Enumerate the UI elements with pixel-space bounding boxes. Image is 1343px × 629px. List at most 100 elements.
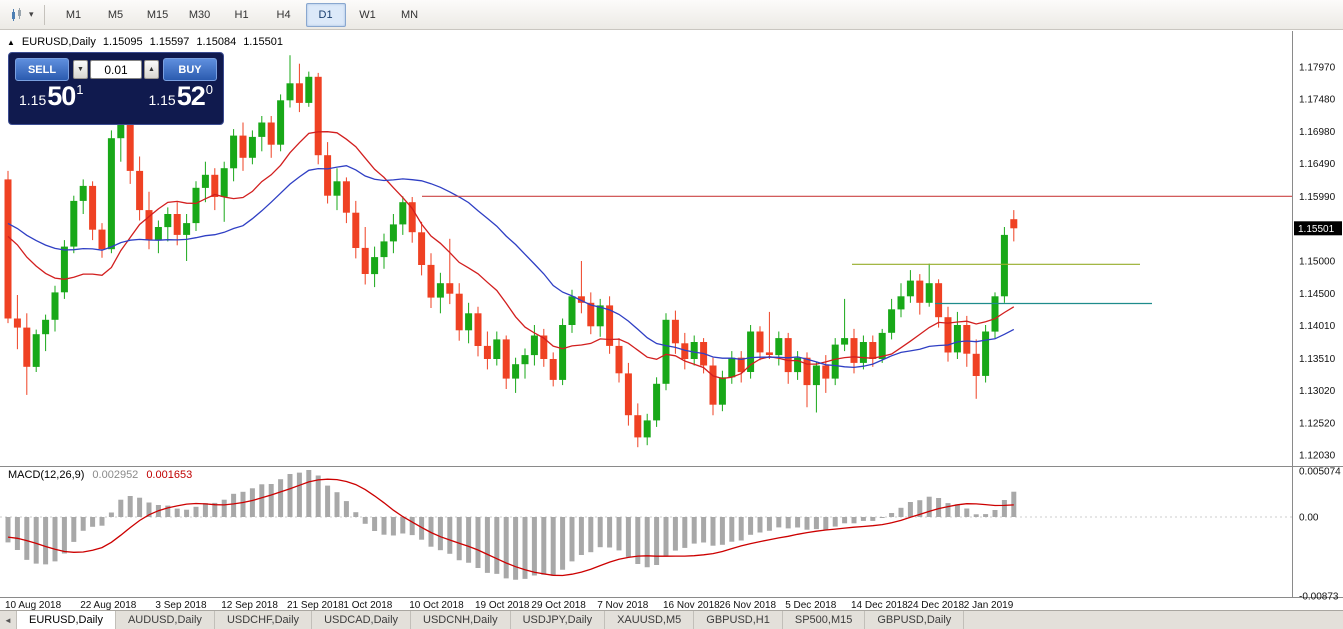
sell-button[interactable]: SELL bbox=[15, 58, 69, 81]
candle-body bbox=[512, 364, 520, 379]
candle-body bbox=[831, 344, 839, 379]
candle-body bbox=[352, 212, 360, 248]
candle-body bbox=[784, 338, 792, 373]
candle-body bbox=[361, 247, 369, 274]
timeframe-button-H1[interactable]: H1 bbox=[234, 8, 249, 21]
candle-body bbox=[408, 202, 416, 233]
candle-body bbox=[812, 365, 820, 386]
timeframe-button-D1[interactable]: D1 bbox=[305, 2, 346, 27]
tab-scroll-left-button[interactable]: ◄ bbox=[0, 611, 17, 629]
date-axis-label: 29 Oct 2018 bbox=[531, 600, 586, 611]
chart-tab-SP500-M15[interactable]: SP500,M15 bbox=[783, 611, 866, 629]
chart-tab-GBPUSD-H1[interactable]: GBPUSD,H1 bbox=[694, 611, 783, 629]
date-axis-label: 5 Dec 2018 bbox=[785, 600, 837, 611]
date-axis-label: 10 Aug 2018 bbox=[5, 600, 62, 611]
candle-body bbox=[295, 83, 303, 103]
candle-body bbox=[483, 345, 491, 359]
timeframe-toolbar: ▾ M1 M5 M15 M30 H1 H4 D1 W1 MN bbox=[0, 0, 1343, 30]
chart-tab-USDCAD-Daily[interactable]: USDCAD,Daily bbox=[312, 611, 412, 629]
collapse-icon[interactable]: ▲ bbox=[7, 37, 15, 47]
candle-body bbox=[192, 187, 200, 224]
candle-body bbox=[972, 353, 980, 376]
timeframe-button-W1[interactable]: W1 bbox=[359, 8, 376, 21]
candle-body bbox=[596, 305, 604, 327]
timeframe-button-H4[interactable]: H4 bbox=[276, 8, 291, 21]
macd-signal-line bbox=[7, 478, 1014, 577]
timeframe-buttons: M1 M5 M15 M30 H1 H4 D1 W1 MN bbox=[53, 2, 431, 27]
candle-body bbox=[164, 214, 172, 228]
candle-body bbox=[502, 339, 510, 379]
candle-body bbox=[850, 338, 858, 363]
price-axis-label: 1.14500 bbox=[1299, 289, 1336, 300]
candle-body bbox=[671, 319, 679, 344]
volume-decrease-button[interactable]: ▼ bbox=[73, 60, 88, 79]
macd-indicator-label: MACD(12,26,9) 0.002952 0.001653 bbox=[8, 469, 192, 481]
moving-average-26-line bbox=[7, 165, 1015, 369]
chart-type-icon[interactable] bbox=[10, 7, 26, 23]
candle-body bbox=[643, 420, 651, 438]
ask-price-prefix: 1.15 bbox=[148, 92, 176, 108]
bid-price-pip-digit: 1 bbox=[76, 82, 84, 97]
candle-body bbox=[201, 174, 209, 188]
symbol-period-label: EURUSD,Daily bbox=[21, 36, 96, 48]
chart-tab-XAUUSD-M5[interactable]: XAUUSD,M5 bbox=[605, 611, 695, 629]
date-axis-label: 1 Oct 2018 bbox=[343, 600, 392, 611]
candle-body bbox=[239, 135, 247, 158]
date-axis-label: 2 Jan 2019 bbox=[964, 600, 1014, 611]
candle-body bbox=[89, 185, 97, 230]
candle-body bbox=[944, 317, 952, 353]
candle-body bbox=[117, 116, 125, 139]
chart-tab-AUDUSD-Daily[interactable]: AUDUSD,Daily bbox=[116, 611, 215, 629]
chart-tab-USDCHF-Daily[interactable]: USDCHF,Daily bbox=[215, 611, 313, 629]
candle-body bbox=[662, 319, 670, 384]
candle-body bbox=[982, 331, 990, 376]
macd-axis-label: 0.00 bbox=[1299, 513, 1319, 524]
timeframe-button-M30[interactable]: M30 bbox=[188, 8, 211, 21]
date-axis-label: 26 Nov 2018 bbox=[719, 600, 776, 611]
volume-increase-button[interactable]: ▲ bbox=[144, 60, 159, 79]
buy-button[interactable]: BUY bbox=[163, 58, 217, 81]
candle-body bbox=[935, 283, 943, 318]
candle-body bbox=[756, 331, 764, 353]
timeframe-button-M1[interactable]: M1 bbox=[65, 8, 82, 21]
chart-tab-USDCNH-Daily[interactable]: USDCNH,Daily bbox=[411, 611, 511, 629]
bid-price-prefix: 1.15 bbox=[19, 92, 47, 108]
dropdown-caret-icon[interactable]: ▾ bbox=[29, 9, 34, 19]
chart-tab-EURUSD-Daily[interactable]: EURUSD,Daily bbox=[17, 611, 116, 629]
candle-body bbox=[1000, 234, 1008, 297]
price-axis-label: 1.15000 bbox=[1299, 257, 1336, 268]
candle-body bbox=[869, 342, 877, 359]
candle-body bbox=[906, 280, 914, 297]
candle-body bbox=[70, 200, 78, 247]
chart-tools-group: ▾ bbox=[6, 5, 38, 25]
volume-input[interactable]: 0.01 bbox=[90, 60, 142, 79]
candle-body bbox=[342, 181, 350, 213]
timeframe-button-M5[interactable]: M5 bbox=[107, 8, 124, 21]
ask-price: 1.15 52 0 bbox=[148, 83, 213, 110]
timeframe-button-MN[interactable]: MN bbox=[400, 8, 419, 21]
macd-signal-value: 0.001653 bbox=[146, 469, 193, 481]
candle-body bbox=[521, 355, 529, 365]
candle-body bbox=[963, 325, 971, 354]
date-axis-label: 19 Oct 2018 bbox=[475, 600, 530, 611]
candle-body bbox=[107, 138, 115, 250]
chart-tab-GBPUSD-Daily[interactable]: GBPUSD,Daily bbox=[865, 611, 965, 629]
candle-body bbox=[436, 283, 444, 298]
candle-body bbox=[371, 257, 379, 275]
candle-body bbox=[4, 179, 12, 319]
price-axis-label: 1.13510 bbox=[1299, 354, 1336, 365]
candle-body bbox=[653, 383, 661, 421]
candle-body bbox=[248, 136, 256, 158]
candle-body bbox=[925, 283, 933, 303]
candle-body bbox=[897, 296, 905, 310]
candle-body bbox=[220, 168, 228, 197]
candle-body bbox=[173, 214, 181, 235]
candle-body bbox=[305, 76, 313, 103]
candle-body bbox=[13, 318, 21, 328]
candle-body bbox=[98, 229, 106, 250]
timeframe-button-M15[interactable]: M15 bbox=[146, 8, 169, 21]
chart-tab-USDJPY-Daily[interactable]: USDJPY,Daily bbox=[511, 611, 606, 629]
candle-body bbox=[615, 345, 623, 374]
date-axis-label: 3 Sep 2018 bbox=[155, 600, 207, 611]
